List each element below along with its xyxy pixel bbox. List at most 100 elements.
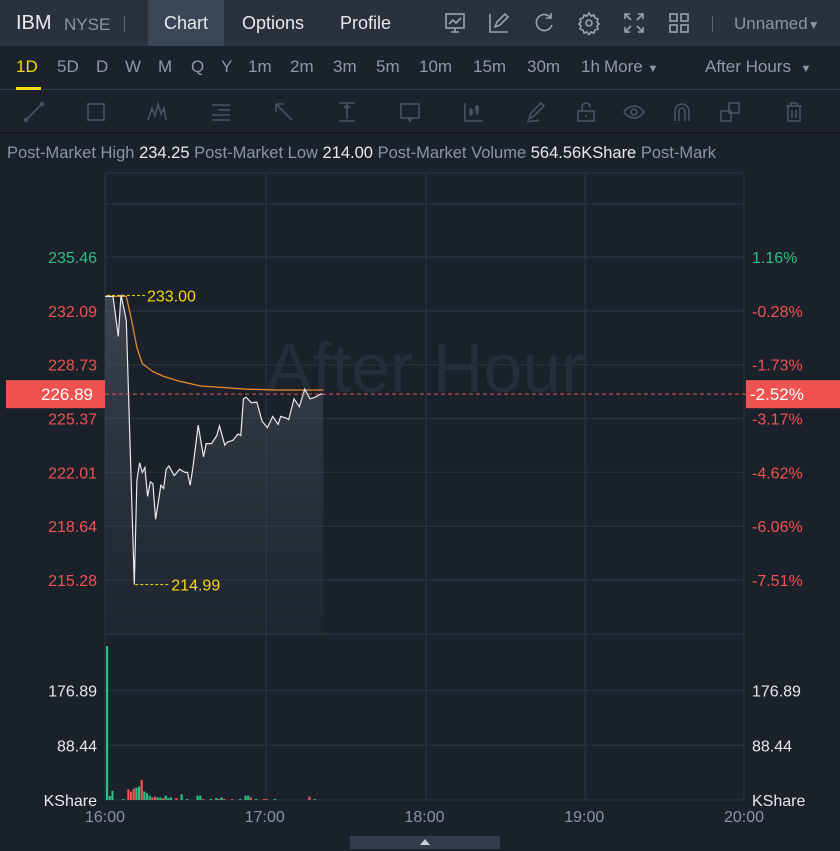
settings-icon[interactable] bbox=[577, 11, 601, 35]
tab-profile[interactable]: Profile bbox=[340, 13, 392, 33]
period-Q[interactable]: Q bbox=[191, 57, 205, 76]
price-tick-label: 225.37 bbox=[48, 412, 97, 429]
period-15m[interactable]: 15m bbox=[473, 57, 507, 76]
volume-bar bbox=[209, 799, 213, 800]
caret-down-icon: ▼ bbox=[800, 63, 812, 75]
period-M[interactable]: M bbox=[158, 57, 173, 76]
period-10m[interactable]: 10m bbox=[419, 57, 453, 76]
volume-bar bbox=[135, 787, 138, 800]
percent-tick-label: -4.62% bbox=[752, 465, 803, 482]
volume-bar bbox=[201, 799, 205, 800]
percent-tick-label: -3.17% bbox=[752, 412, 803, 429]
period-5D[interactable]: 5D bbox=[57, 57, 79, 76]
volume-bar bbox=[215, 798, 218, 800]
period-D[interactable]: D bbox=[96, 57, 109, 76]
volume-bar bbox=[263, 799, 266, 800]
volume-bar bbox=[151, 797, 154, 800]
volume-bar bbox=[161, 798, 165, 800]
volume-unit-label: KShare bbox=[44, 793, 97, 810]
candle-tool-icon[interactable] bbox=[462, 100, 486, 124]
indicator-icon[interactable] bbox=[443, 11, 467, 35]
volume-bar bbox=[137, 786, 141, 800]
time-tick-label: 20:00 bbox=[724, 809, 764, 826]
trash-icon[interactable] bbox=[782, 100, 806, 124]
divider bbox=[712, 16, 713, 32]
tab-options[interactable]: Options bbox=[242, 13, 305, 33]
draw-icon[interactable] bbox=[487, 11, 511, 35]
pattern-tool-icon[interactable] bbox=[145, 100, 169, 124]
period-1D[interactable]: 1D bbox=[16, 57, 38, 76]
divider bbox=[124, 16, 125, 32]
volume-bar bbox=[196, 795, 199, 800]
price-tick-label: 222.01 bbox=[48, 465, 97, 482]
low-marker-label: 214.99 bbox=[171, 578, 220, 595]
caret-down-icon: ▼ bbox=[647, 63, 659, 75]
rectangle-tool-icon[interactable] bbox=[84, 100, 108, 124]
fibonacci-tool-icon[interactable] bbox=[209, 100, 233, 124]
clone-icon[interactable] bbox=[718, 100, 742, 124]
current-price-tag bbox=[6, 380, 105, 409]
volume-bar bbox=[249, 797, 252, 800]
period-1h[interactable]: 1h bbox=[581, 57, 600, 76]
triangle-up-icon bbox=[420, 839, 430, 845]
volume-bar bbox=[127, 789, 130, 800]
volume-bar bbox=[239, 799, 242, 800]
current-price-label: 226.89 bbox=[41, 385, 93, 404]
layout-grid-icon[interactable] bbox=[667, 11, 691, 35]
tab-chart[interactable]: Chart bbox=[148, 0, 225, 46]
top-bar: IBM NYSE Chart Options Profile Unnamed▼ bbox=[0, 0, 840, 46]
volume-bar bbox=[180, 794, 183, 800]
more-periods-dropdown[interactable]: More ▼ bbox=[604, 57, 658, 77]
percent-tick-label: -7.51% bbox=[752, 573, 803, 590]
extra-label: Post-Mark bbox=[640, 144, 717, 162]
session-label: After Hours bbox=[705, 57, 791, 76]
time-tick-label: 16:00 bbox=[85, 809, 125, 826]
volume-bar bbox=[111, 790, 114, 800]
session-dropdown[interactable]: After Hours ▼ bbox=[705, 57, 811, 77]
volume-label: Post-Market Volume bbox=[377, 144, 527, 162]
eye-icon[interactable] bbox=[622, 100, 646, 124]
price-tick-label: 235.46 bbox=[48, 250, 97, 267]
post-market-stats: Post-Market High 234.25 Post-Market Low … bbox=[7, 144, 716, 163]
period-W[interactable]: W bbox=[125, 57, 142, 76]
volume-bar bbox=[153, 796, 157, 800]
arrow-tool-icon[interactable] bbox=[272, 100, 296, 124]
volume-bar bbox=[143, 791, 146, 800]
volume-bar bbox=[244, 795, 247, 800]
period-bar: 1D 5D D W M Q Y 1m 2m 3m 5m 10m 15m 30m … bbox=[0, 46, 840, 90]
percent-tick-label: -1.73% bbox=[752, 358, 803, 375]
refresh-icon[interactable] bbox=[532, 11, 556, 35]
scroll-handle[interactable] bbox=[350, 836, 500, 849]
symbol: IBM bbox=[16, 12, 52, 34]
more-label: More bbox=[604, 57, 643, 76]
period-1m[interactable]: 1m bbox=[248, 57, 272, 76]
volume-bar bbox=[132, 788, 135, 800]
layout-dropdown[interactable]: Unnamed▼ bbox=[734, 14, 820, 34]
active-period-indicator bbox=[16, 87, 41, 90]
exchange: NYSE bbox=[64, 15, 111, 34]
period-5m[interactable]: 5m bbox=[376, 57, 400, 76]
period-3m[interactable]: 3m bbox=[333, 57, 357, 76]
volume-tick-label-right: 176.89 bbox=[752, 684, 801, 701]
period-2m[interactable]: 2m bbox=[290, 57, 314, 76]
volume-bar bbox=[106, 645, 109, 800]
price-tick-label: 228.73 bbox=[48, 358, 97, 375]
fullscreen-icon[interactable] bbox=[622, 11, 646, 35]
volume-bar bbox=[231, 799, 234, 800]
volume-bar bbox=[217, 799, 221, 800]
period-30m[interactable]: 30m bbox=[527, 57, 561, 76]
unlock-icon[interactable] bbox=[574, 100, 598, 124]
volume-bar bbox=[121, 799, 125, 800]
magnet-icon[interactable] bbox=[670, 100, 694, 124]
line-tool-icon[interactable] bbox=[22, 100, 46, 124]
measure-tool-icon[interactable] bbox=[335, 100, 359, 124]
drawing-toolbar bbox=[0, 90, 840, 134]
volume-bar bbox=[108, 795, 111, 800]
period-Y[interactable]: Y bbox=[221, 57, 233, 76]
pencil-icon[interactable] bbox=[524, 100, 548, 124]
volume-bar bbox=[247, 795, 250, 800]
text-tool-icon[interactable] bbox=[398, 100, 422, 124]
volume-bar bbox=[167, 798, 170, 800]
volume-bar bbox=[145, 793, 149, 800]
